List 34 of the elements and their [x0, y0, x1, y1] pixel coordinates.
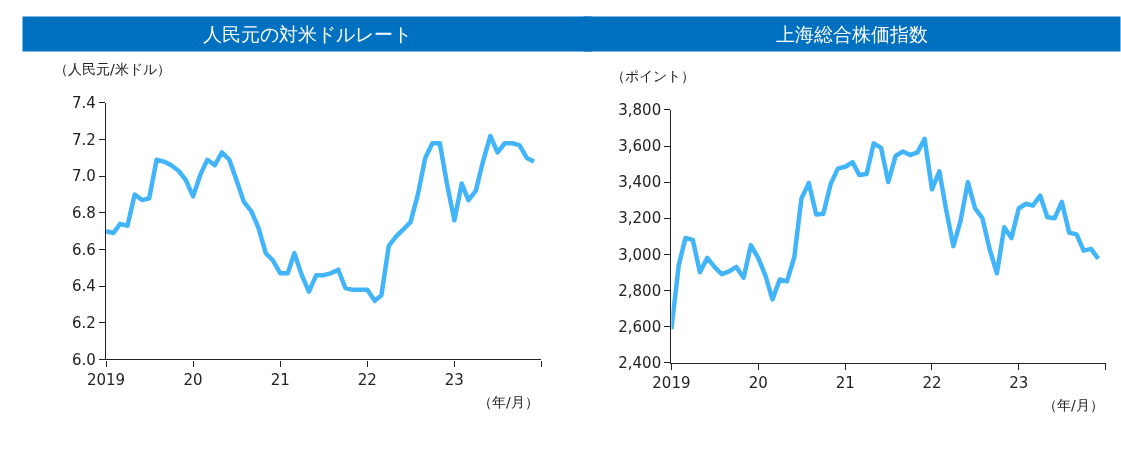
y-tick-label: 7.0	[72, 167, 96, 186]
y-tick-label: 7.2	[72, 130, 96, 149]
x-axis-title: （年/月）	[1043, 397, 1104, 413]
y-axis-title: （ポイント）	[611, 68, 695, 84]
x-tick-label: 20	[183, 370, 203, 389]
x-tick-label: 22	[357, 370, 377, 389]
y-tick-label: 6.0	[72, 350, 96, 369]
x-tick-label: 2019	[86, 370, 126, 389]
y-tick-label: 7.4	[72, 94, 96, 113]
y-tick-label: 2,400	[618, 353, 662, 372]
y-tick-label: 3,400	[618, 173, 662, 192]
y-tick-label: 3,200	[618, 209, 662, 228]
y-tick-label: 2,600	[618, 317, 662, 336]
y-axis-title: （人民元/米ドル）	[54, 61, 171, 77]
chart-title: 上海総合株価指数	[775, 23, 928, 45]
y-tick-label: 3,600	[618, 137, 662, 156]
line-series	[106, 133, 537, 304]
y-tick-label: 6.8	[72, 204, 96, 223]
x-tick-label: 2019	[652, 373, 691, 392]
x-tick-label: 21	[835, 373, 855, 392]
line-series	[671, 136, 1101, 332]
x-tick-label: 21	[270, 370, 290, 389]
chart-title: 人民元の対米ドルレート	[202, 23, 412, 45]
y-tick-label: 3,800	[618, 101, 662, 120]
y-tick-label: 3,000	[618, 245, 662, 264]
x-tick-label: 20	[748, 373, 768, 392]
y-tick-label: 6.6	[72, 240, 96, 259]
x-tick-label: 23	[444, 370, 464, 389]
y-tick-label: 2,800	[618, 281, 662, 300]
y-tick-label: 6.2	[72, 314, 96, 333]
y-tick-label: 6.4	[72, 277, 96, 296]
x-tick-label: 23	[1009, 373, 1029, 392]
x-axis-title: （年/月）	[478, 394, 539, 410]
x-tick-label: 22	[922, 373, 942, 392]
